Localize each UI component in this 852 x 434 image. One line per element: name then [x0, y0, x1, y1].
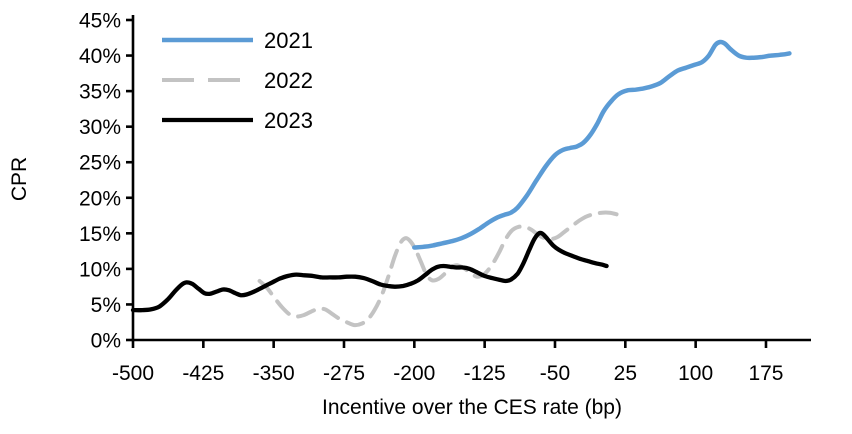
x-tick-label: 175: [748, 362, 783, 385]
series-2021-line: [412, 39, 792, 250]
x-tick-label: -425: [182, 362, 224, 385]
y-axis-title: CPR: [8, 157, 31, 201]
y-tick-label: 35%: [79, 81, 121, 104]
x-axis-title: Incentive over the CES rate (bp): [322, 396, 622, 419]
legend-label-2023: 2023: [264, 108, 313, 133]
series-2022-line: [257, 210, 625, 328]
x-tick-label: -125: [464, 362, 506, 385]
axes: 0% 5% 10% 15% 20% 25% 30% 35% 40% 45% -500 -425 -350…: [79, 10, 811, 385]
y-tick-label: 15%: [79, 223, 121, 246]
y-tick-label: 5%: [91, 294, 121, 317]
series-lines: [130, 39, 792, 328]
y-tick-label: 0%: [91, 330, 121, 353]
legend-label-2022: 2022: [264, 68, 313, 93]
legend-label-2021: 2021: [264, 28, 313, 53]
y-tick-label: 45%: [79, 10, 121, 33]
y-tick-label: 40%: [79, 45, 121, 68]
x-tick-label: -50: [540, 362, 570, 385]
x-tick-label: 25: [614, 362, 637, 385]
y-tick-label: 30%: [79, 116, 121, 139]
legend: 2021 2022 2023: [162, 28, 313, 133]
y-tick-label: 10%: [79, 258, 121, 281]
y-tick-label: 20%: [79, 187, 121, 210]
x-tick-label: 100: [678, 362, 713, 385]
x-tick-label: -500: [112, 362, 154, 385]
x-tick-label: -200: [393, 362, 435, 385]
y-tick-label: 25%: [79, 152, 121, 175]
series-2023-line: [130, 230, 609, 313]
x-tick-label: -350: [253, 362, 295, 385]
x-tick-label: -275: [323, 362, 365, 385]
